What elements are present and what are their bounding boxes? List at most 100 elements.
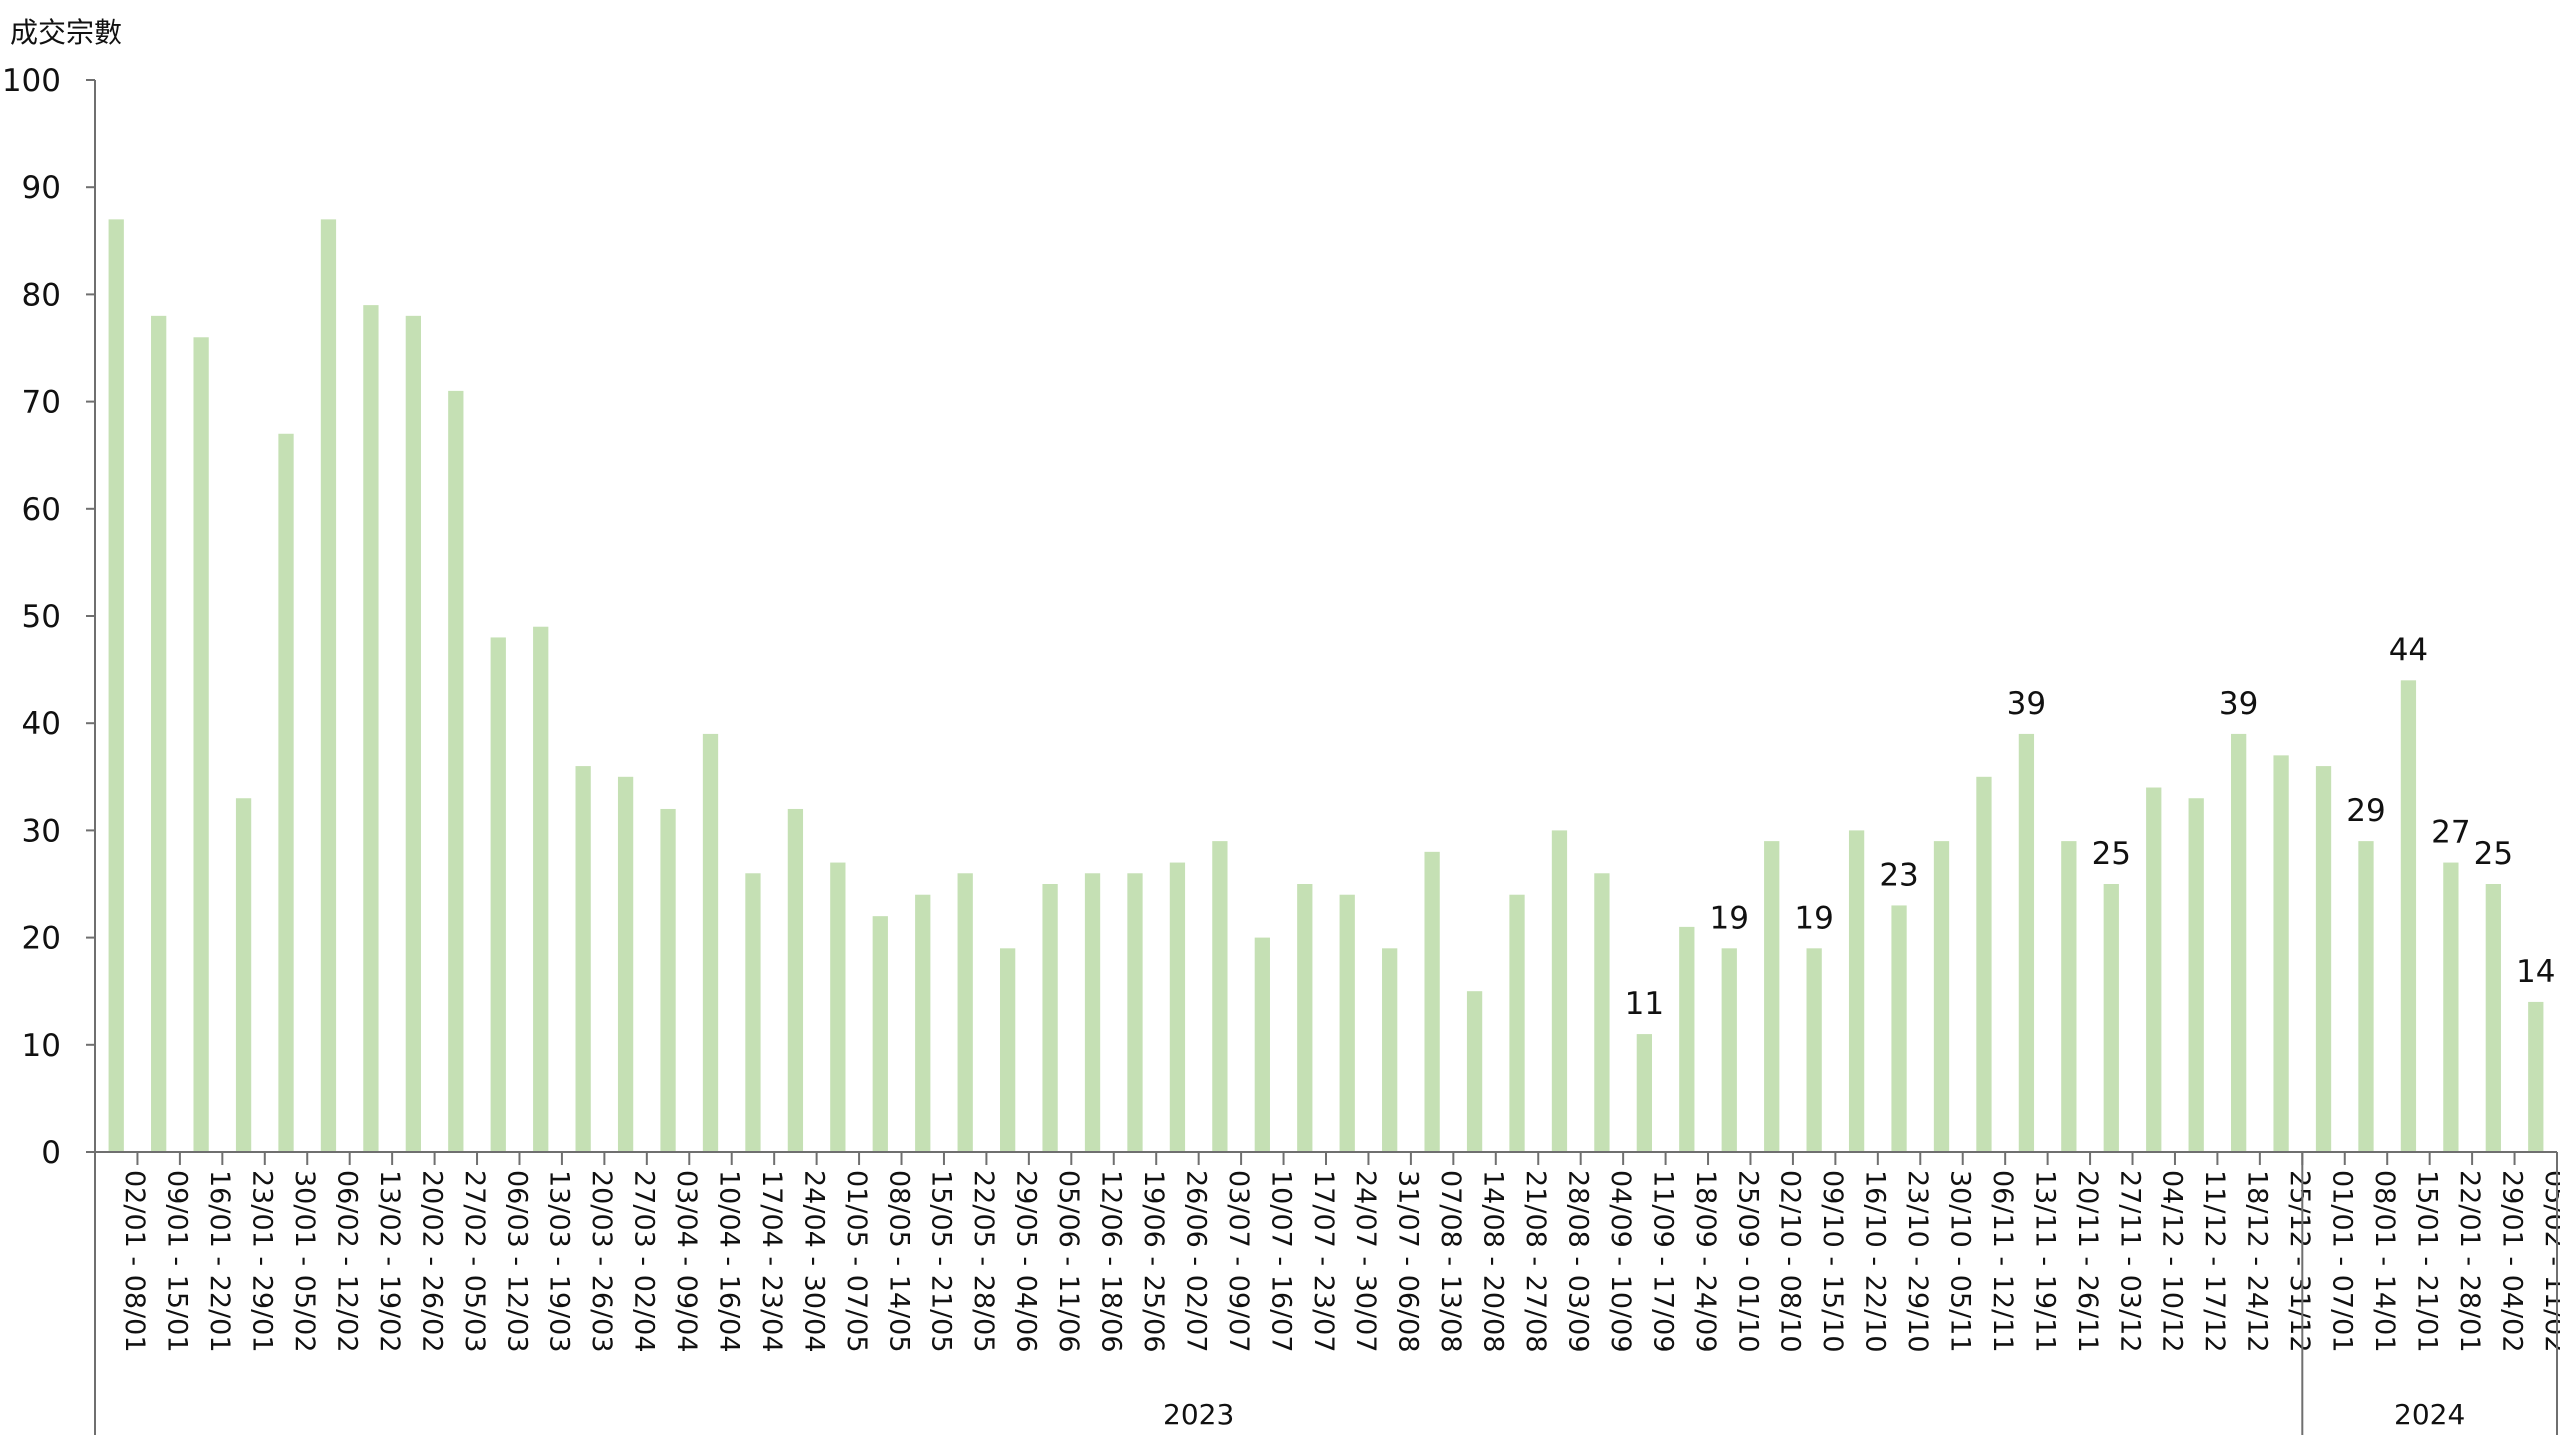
- x-category-label: 13/11 - 19/11: [2029, 1170, 2060, 1353]
- x-category-label: 12/06 - 18/06: [1096, 1170, 1127, 1353]
- bar: [1297, 884, 1313, 1152]
- x-category-label: 14/08 - 20/08: [1478, 1170, 1509, 1353]
- y-tick-label: 50: [22, 599, 61, 635]
- y-tick-label: 40: [22, 706, 61, 742]
- bar: [320, 219, 337, 1153]
- data-label: 27: [2431, 815, 2470, 851]
- data-label: 11: [1625, 986, 1664, 1022]
- y-tick-label: 100: [2, 63, 61, 99]
- data-label: 25: [2474, 836, 2513, 872]
- y-tick-label: 20: [22, 921, 61, 957]
- x-category-label: 06/02 - 12/02: [331, 1170, 362, 1353]
- bar: [1976, 776, 1992, 1152]
- x-category-label: 24/04 - 30/04: [798, 1170, 829, 1353]
- y-tick-label: 90: [22, 170, 61, 206]
- bar: [745, 873, 761, 1152]
- bar: [2273, 755, 2289, 1152]
- data-label: 39: [2007, 686, 2046, 722]
- data-label: 14: [2516, 954, 2555, 990]
- x-category-label: 09/01 - 15/01: [162, 1170, 193, 1353]
- bar: [1042, 884, 1058, 1152]
- x-category-label: 07/08 - 13/08: [1435, 1170, 1466, 1353]
- x-category-label: 27/02 - 05/03: [459, 1170, 490, 1353]
- x-category-label: 27/11 - 03/12: [2114, 1170, 2145, 1353]
- bar: [830, 862, 846, 1152]
- x-category-label: 15/05 - 21/05: [926, 1170, 957, 1353]
- x-category-label: 01/05 - 07/05: [841, 1170, 872, 1353]
- bar: [363, 305, 379, 1152]
- bar: [872, 916, 888, 1152]
- bar: [702, 733, 719, 1152]
- x-category-label: 19/06 - 25/06: [1138, 1170, 1169, 1353]
- x-category-label: 16/10 - 22/10: [1860, 1170, 1891, 1353]
- bar: [1466, 991, 1483, 1152]
- x-category-label: 20/03 - 26/03: [586, 1170, 617, 1353]
- x-category-label: 10/04 - 16/04: [714, 1170, 745, 1353]
- bar: [1636, 1034, 1652, 1152]
- x-category-label: 29/01 - 04/02: [2496, 1170, 2527, 1353]
- bar: [1169, 862, 1186, 1152]
- bar: [1424, 851, 1440, 1152]
- bar: [2443, 862, 2459, 1152]
- bar: [1806, 948, 1822, 1152]
- x-category-label: 03/04 - 09/04: [671, 1170, 702, 1353]
- bar: [1764, 841, 1780, 1152]
- x-category-label: 06/03 - 12/03: [501, 1170, 532, 1353]
- bar: [2103, 884, 2119, 1152]
- x-category-label: 02/10 - 08/10: [1775, 1170, 1806, 1353]
- year-group-label: 2023: [1163, 1398, 1234, 1431]
- bar: [2188, 798, 2204, 1152]
- bar: [235, 798, 252, 1152]
- bar: [151, 315, 167, 1153]
- data-label: 25: [2092, 836, 2131, 872]
- bar: [2528, 1001, 2544, 1152]
- x-category-label: 30/01 - 05/02: [289, 1170, 320, 1353]
- bar: [2400, 680, 2417, 1152]
- x-category-label: 23/10 - 29/10: [1902, 1170, 1933, 1353]
- bar: [490, 637, 506, 1152]
- x-category-label: 06/11 - 12/11: [1987, 1170, 2018, 1353]
- x-category-label: 17/04 - 23/04: [756, 1170, 787, 1353]
- bar: [1382, 948, 1398, 1152]
- x-category-label: 30/10 - 05/11: [1945, 1170, 1976, 1353]
- bar: [2018, 733, 2035, 1152]
- bar: [278, 433, 294, 1152]
- bar: [448, 390, 464, 1152]
- x-category-label: 27/03 - 02/04: [629, 1170, 660, 1353]
- x-category-label: 04/09 - 10/09: [1605, 1170, 1636, 1353]
- bar: [1721, 948, 1737, 1152]
- bar: [533, 626, 549, 1152]
- x-category-label: 25/12 - 31/12: [2284, 1170, 2315, 1353]
- x-category-label: 23/01 - 29/01: [247, 1170, 278, 1353]
- x-category-label: 13/02 - 19/02: [374, 1170, 405, 1353]
- data-label: 19: [1710, 900, 1749, 936]
- x-category-label: 18/09 - 24/09: [1690, 1170, 1721, 1353]
- bar: [2061, 841, 2077, 1152]
- x-category-label: 20/02 - 26/02: [416, 1170, 447, 1353]
- x-category-label: 08/01 - 14/01: [2369, 1170, 2400, 1353]
- bar: [1254, 937, 1270, 1152]
- x-category-label: 11/09 - 17/09: [1647, 1170, 1678, 1353]
- data-label: 19: [1794, 900, 1833, 936]
- bar: [405, 315, 421, 1153]
- x-category-label: 15/01 - 21/01: [2411, 1170, 2442, 1353]
- bar: [2358, 841, 2374, 1152]
- x-category-label: 24/07 - 30/07: [1350, 1170, 1381, 1353]
- bar: [1679, 926, 1695, 1152]
- bar: [575, 766, 591, 1152]
- bar: [1891, 905, 1907, 1152]
- bar: [957, 873, 973, 1152]
- x-category-label: 21/08 - 27/08: [1520, 1170, 1551, 1353]
- bar: [1594, 873, 1610, 1152]
- bar: [617, 776, 634, 1152]
- y-tick-label: 80: [22, 277, 61, 313]
- x-category-label: 17/07 - 23/07: [1308, 1170, 1339, 1353]
- bar: [1509, 894, 1525, 1152]
- x-category-label: 11/12 - 17/12: [2199, 1170, 2230, 1353]
- bar: [1551, 830, 1568, 1152]
- bar: [915, 894, 931, 1152]
- y-tick-label: 0: [41, 1135, 61, 1171]
- bar: [2315, 766, 2332, 1152]
